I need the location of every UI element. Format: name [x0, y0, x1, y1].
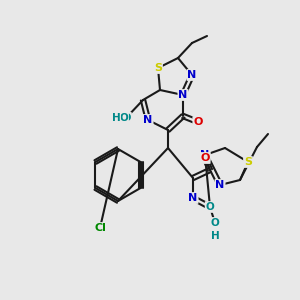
Text: H: H	[211, 218, 219, 228]
Text: O: O	[121, 113, 131, 123]
Text: S: S	[154, 63, 162, 73]
Text: N: N	[200, 150, 210, 160]
Text: N: N	[215, 180, 225, 190]
Text: O: O	[120, 113, 128, 123]
Text: S: S	[244, 157, 252, 167]
Text: N: N	[178, 90, 188, 100]
Text: H: H	[211, 231, 219, 241]
Text: N: N	[143, 115, 153, 125]
Text: Cl: Cl	[94, 223, 106, 233]
Text: O: O	[211, 218, 219, 228]
Text: N: N	[188, 70, 196, 80]
Text: O: O	[193, 117, 203, 127]
Text: N: N	[188, 193, 198, 203]
Text: O: O	[121, 113, 131, 123]
Text: H: H	[112, 113, 120, 123]
Text: O: O	[200, 153, 210, 163]
Text: O: O	[206, 202, 214, 212]
